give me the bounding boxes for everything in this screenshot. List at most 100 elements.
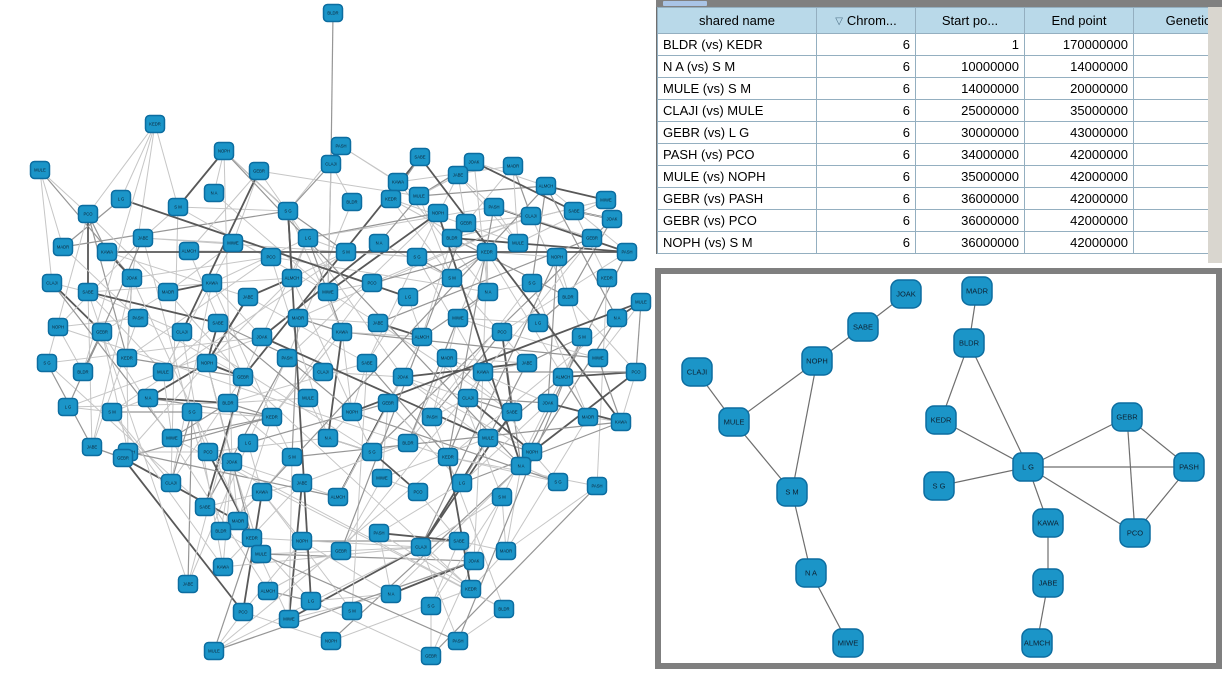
network-node[interactable]: NOPH: [429, 205, 448, 222]
network-node[interactable]: BLDR: [443, 230, 462, 247]
network-node[interactable]: PASH: [278, 350, 297, 367]
network-node[interactable]: PASH: [423, 409, 442, 426]
network-node[interactable]: NOPH: [49, 319, 68, 336]
network-node[interactable]: PASH: [1174, 453, 1204, 481]
network-node[interactable]: JABE: [179, 576, 198, 593]
network-node[interactable]: PCO: [493, 324, 512, 341]
network-edge[interactable]: [155, 124, 178, 207]
network-node[interactable]: KEDR: [118, 350, 137, 367]
network-edge[interactable]: [636, 302, 641, 372]
table-cell[interactable]: 6: [817, 232, 916, 254]
network-node[interactable]: MADR: [497, 543, 516, 560]
network-node[interactable]: MULE: [31, 162, 50, 179]
network-node[interactable]: PCO: [1120, 519, 1150, 547]
network-node[interactable]: KEDR: [439, 449, 458, 466]
table-cell[interactable]: 25000000: [916, 100, 1025, 122]
table-cell[interactable]: 35000000: [1025, 100, 1134, 122]
network-node[interactable]: S M: [493, 489, 512, 506]
network-node[interactable]: MIWE: [589, 350, 608, 367]
network-edge[interactable]: [188, 412, 192, 584]
network-edge[interactable]: [40, 170, 52, 283]
network-node[interactable]: SABE: [358, 355, 377, 372]
network-node[interactable]: MADR: [504, 158, 523, 175]
network-node[interactable]: S G: [363, 444, 382, 461]
table-cell[interactable]: 30000000: [916, 122, 1025, 144]
network-node[interactable]: PCO: [627, 364, 646, 381]
network-node[interactable]: N A: [205, 185, 224, 202]
network-edge[interactable]: [506, 486, 597, 551]
network-node[interactable]: ALMCH: [329, 489, 348, 506]
network-node[interactable]: GEBR: [234, 369, 253, 386]
column-header-3[interactable]: End point: [1025, 8, 1134, 34]
network-edge[interactable]: [969, 343, 1028, 467]
network-node[interactable]: BLDR: [399, 435, 418, 452]
network-node[interactable]: KAWA: [253, 484, 272, 501]
network-node[interactable]: MIWE: [224, 235, 243, 252]
network-node[interactable]: PCO: [79, 206, 98, 223]
network-node[interactable]: GEBR: [457, 215, 476, 232]
network-node[interactable]: ALMCH: [180, 243, 199, 260]
network-edge[interactable]: [341, 547, 421, 551]
network-node[interactable]: S G: [549, 474, 568, 491]
network-node[interactable]: NOPH: [802, 347, 832, 375]
network-node[interactable]: KAWA: [333, 324, 352, 341]
table-cell[interactable]: 6: [817, 100, 916, 122]
network-node[interactable]: S M: [283, 449, 302, 466]
network-node[interactable]: ALMCH: [283, 270, 302, 287]
network-node[interactable]: MULE: [154, 364, 173, 381]
table-cell[interactable]: 6: [817, 122, 916, 144]
table-row[interactable]: MULE (vs) S M614000000200000007.5: [658, 78, 1222, 100]
table-cell[interactable]: 14000000: [1025, 56, 1134, 78]
network-node[interactable]: S M: [337, 244, 356, 261]
network-edge[interactable]: [261, 551, 341, 554]
table-row[interactable]: GEBR (vs) PCO636000000420000008.4: [658, 210, 1222, 232]
network-node[interactable]: CLAJI: [682, 358, 712, 386]
table-cell[interactable]: NOPH (vs) S M: [658, 232, 817, 254]
network-node[interactable]: BLDR: [343, 194, 362, 211]
table-cell[interactable]: 42000000: [1025, 144, 1134, 166]
table-cell[interactable]: 42000000: [1025, 166, 1134, 188]
network-edge[interactable]: [1127, 417, 1135, 533]
table-cell[interactable]: 14000000: [916, 78, 1025, 100]
network-node[interactable]: KEDR: [478, 244, 497, 261]
table-row[interactable]: PASH (vs) PCO6340000004200000011.4: [658, 144, 1222, 166]
column-header-0[interactable]: shared name: [658, 8, 817, 34]
network-node[interactable]: JABE: [518, 355, 537, 372]
network-node[interactable]: BLDR: [559, 289, 578, 306]
network-node[interactable]: MIWE: [280, 611, 299, 628]
network-node[interactable]: MULE: [299, 390, 318, 407]
column-header-1[interactable]: ▽Chrom...: [817, 8, 916, 34]
network-node[interactable]: N A: [512, 458, 531, 475]
network-node[interactable]: L G: [453, 475, 472, 492]
network-node[interactable]: S M: [443, 270, 462, 287]
table-row[interactable]: BLDR (vs) KEDR61170000000192.0: [658, 34, 1222, 56]
table-row[interactable]: MULE (vs) NOPH6350000004200000010.5: [658, 166, 1222, 188]
network-node[interactable]: ALMCH: [554, 369, 573, 386]
network-node[interactable]: GEBR: [379, 395, 398, 412]
network-node[interactable]: N A: [319, 430, 338, 447]
table-cell[interactable]: 35000000: [916, 166, 1025, 188]
network-node[interactable]: BLDR: [74, 364, 93, 381]
network-node[interactable]: PASH: [588, 478, 607, 495]
network-node[interactable]: GEBR: [250, 163, 269, 180]
table-cell[interactable]: 43000000: [1025, 122, 1134, 144]
network-node[interactable]: SABE: [209, 315, 228, 332]
table-cell[interactable]: GEBR (vs) L G: [658, 122, 817, 144]
network-node[interactable]: JOAK: [891, 280, 921, 308]
table-cell[interactable]: 36000000: [916, 210, 1025, 232]
table-cell[interactable]: MULE (vs) NOPH: [658, 166, 817, 188]
table-cell[interactable]: 20000000: [1025, 78, 1134, 100]
network-edge[interactable]: [132, 257, 271, 278]
network-edge[interactable]: [40, 170, 132, 278]
table-cell[interactable]: 6: [817, 210, 916, 232]
network-node[interactable]: JOAK: [539, 395, 558, 412]
table-row[interactable]: NOPH (vs) S M636000000420000009.9: [658, 232, 1222, 254]
network-node[interactable]: N A: [796, 559, 826, 587]
table-cell[interactable]: 6: [817, 188, 916, 210]
network-node[interactable]: JOAK: [123, 270, 142, 287]
network-node[interactable]: MADR: [962, 277, 992, 305]
network-node[interactable]: MULE: [410, 188, 429, 205]
network-node[interactable]: GEBR: [422, 648, 441, 665]
network-node[interactable]: JABE: [239, 289, 258, 306]
network-node[interactable]: JABE: [83, 439, 102, 456]
